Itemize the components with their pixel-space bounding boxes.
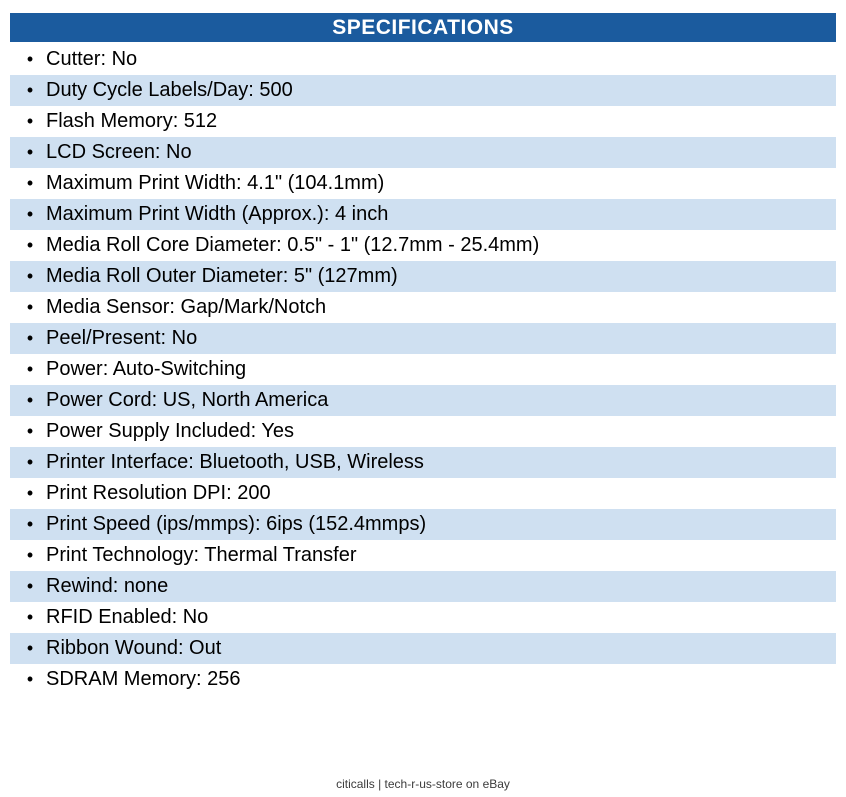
spec-row-max-print-width-approx: • Maximum Print Width (Approx.): 4 inch bbox=[10, 199, 836, 230]
spec-row-duty-cycle: • Duty Cycle Labels/Day: 500 bbox=[10, 75, 836, 106]
bullet-icon: • bbox=[26, 266, 34, 286]
spec-text: Cutter: No bbox=[46, 48, 138, 70]
spec-text: Printer Interface: Bluetooth, USB, Wirel… bbox=[46, 451, 424, 473]
spec-row-media-roll-outer-diameter: • Media Roll Outer Diameter: 5" (127mm) bbox=[10, 261, 836, 292]
bullet-icon: • bbox=[26, 328, 34, 348]
bullet-icon: • bbox=[26, 204, 34, 224]
spec-text: Maximum Print Width: 4.1" (104.1mm) bbox=[46, 172, 385, 194]
bullet-icon: • bbox=[26, 607, 34, 627]
spec-text: Peel/Present: No bbox=[46, 327, 198, 349]
bullet-icon: • bbox=[26, 173, 34, 193]
bullet-icon: • bbox=[26, 359, 34, 379]
spec-row-peel-present: • Peel/Present: No bbox=[10, 323, 836, 354]
spec-row-rewind: • Rewind: none bbox=[10, 571, 836, 602]
spec-row-print-speed: • Print Speed (ips/mmps): 6ips (152.4mmp… bbox=[10, 509, 836, 540]
spec-row-lcd-screen: • LCD Screen: No bbox=[10, 137, 836, 168]
spec-text: Media Sensor: Gap/Mark/Notch bbox=[46, 296, 327, 318]
spec-row-flash-memory: • Flash Memory: 512 bbox=[10, 106, 836, 137]
bullet-icon: • bbox=[26, 576, 34, 596]
spec-text: RFID Enabled: No bbox=[46, 606, 209, 628]
bullet-icon: • bbox=[26, 297, 34, 317]
spec-row-power: • Power: Auto-Switching bbox=[10, 354, 836, 385]
spec-row-sdram-memory: • SDRAM Memory: 256 bbox=[10, 664, 836, 695]
spec-row-media-roll-core-diameter: • Media Roll Core Diameter: 0.5" - 1" (1… bbox=[10, 230, 836, 261]
spec-text: LCD Screen: No bbox=[46, 141, 192, 163]
spec-text: Print Resolution DPI: 200 bbox=[46, 482, 271, 504]
spec-row-cutter: • Cutter: No bbox=[10, 44, 836, 75]
specifications-title: SPECIFICATIONS bbox=[332, 16, 514, 39]
spec-text: Maximum Print Width (Approx.): 4 inch bbox=[46, 203, 389, 225]
bullet-icon: • bbox=[26, 390, 34, 410]
bullet-icon: • bbox=[26, 483, 34, 503]
specifications-header: SPECIFICATIONS bbox=[10, 13, 836, 42]
bullet-icon: • bbox=[26, 638, 34, 658]
spec-row-print-resolution-dpi: • Print Resolution DPI: 200 bbox=[10, 478, 836, 509]
bullet-icon: • bbox=[26, 142, 34, 162]
bullet-icon: • bbox=[26, 452, 34, 472]
spec-text: SDRAM Memory: 256 bbox=[46, 668, 241, 690]
bullet-icon: • bbox=[26, 669, 34, 689]
spec-row-media-sensor: • Media Sensor: Gap/Mark/Notch bbox=[10, 292, 836, 323]
spec-text: Rewind: none bbox=[46, 575, 169, 597]
spec-text: Media Roll Core Diameter: 0.5" - 1" (12.… bbox=[46, 234, 540, 256]
spec-row-max-print-width: • Maximum Print Width: 4.1" (104.1mm) bbox=[10, 168, 836, 199]
spec-text: Flash Memory: 512 bbox=[46, 110, 218, 132]
spec-text: Duty Cycle Labels/Day: 500 bbox=[46, 79, 293, 101]
bullet-icon: • bbox=[26, 80, 34, 100]
spec-text: Print Technology: Thermal Transfer bbox=[46, 544, 357, 566]
spec-row-power-cord: • Power Cord: US, North America bbox=[10, 385, 836, 416]
spec-text: Ribbon Wound: Out bbox=[46, 637, 222, 659]
spec-row-printer-interface: • Printer Interface: Bluetooth, USB, Wir… bbox=[10, 447, 836, 478]
spec-text: Power Supply Included: Yes bbox=[46, 420, 294, 442]
spec-row-print-technology: • Print Technology: Thermal Transfer bbox=[10, 540, 836, 571]
spec-row-rfid-enabled: • RFID Enabled: No bbox=[10, 602, 836, 633]
bullet-icon: • bbox=[26, 235, 34, 255]
bullet-icon: • bbox=[26, 111, 34, 131]
footer-credit: citicalls | tech-r-us-store on eBay bbox=[336, 777, 510, 791]
bullet-icon: • bbox=[26, 49, 34, 69]
spec-row-power-supply-included: • Power Supply Included: Yes bbox=[10, 416, 836, 447]
spec-text: Power: Auto-Switching bbox=[46, 358, 247, 380]
spec-row-ribbon-wound: • Ribbon Wound: Out bbox=[10, 633, 836, 664]
spec-text: Print Speed (ips/mmps): 6ips (152.4mmps) bbox=[46, 513, 427, 535]
bullet-icon: • bbox=[26, 545, 34, 565]
spec-text: Media Roll Outer Diameter: 5" (127mm) bbox=[46, 265, 398, 287]
spec-list: • Cutter: No • Duty Cycle Labels/Day: 50… bbox=[10, 44, 836, 695]
bullet-icon: • bbox=[26, 514, 34, 534]
spec-text: Power Cord: US, North America bbox=[46, 389, 329, 411]
bullet-icon: • bbox=[26, 421, 34, 441]
